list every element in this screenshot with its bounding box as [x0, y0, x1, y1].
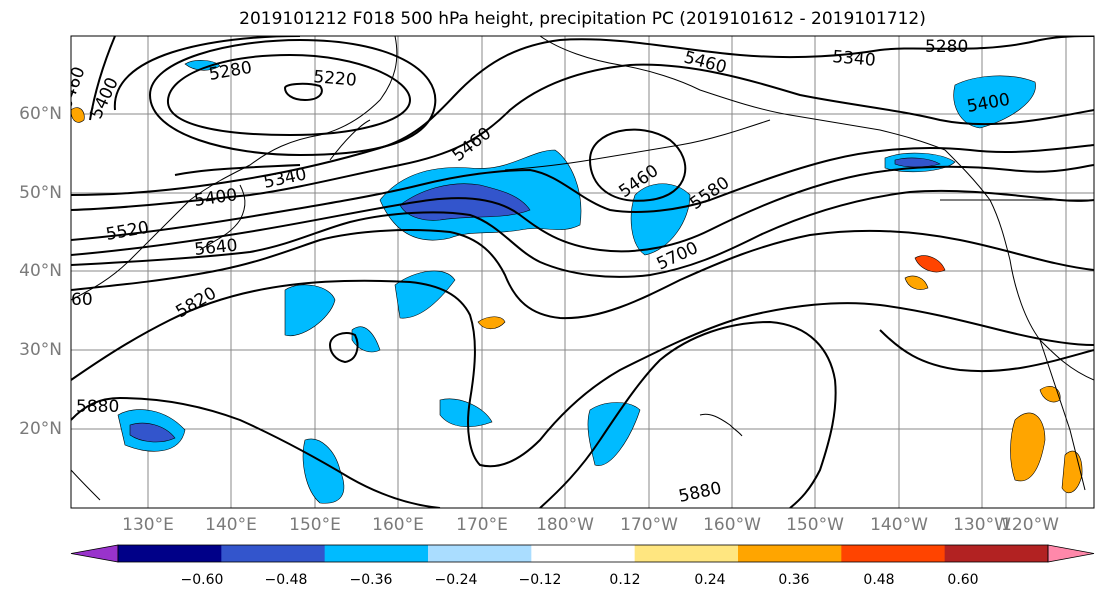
colorbar-tick-label: 0.60	[947, 572, 979, 588]
precip-blob-alaska	[953, 75, 1036, 129]
contour-5400-w	[89, 36, 116, 121]
precip-blob-pos-1	[477, 316, 506, 330]
colorbar-segment	[944, 545, 1049, 562]
contour-5880	[71, 320, 837, 508]
contour-label-group: 5280 5220 5400 5460 5340 5400 5520 5640 …	[71, 37, 1011, 507]
contour-5220-closed	[166, 53, 412, 137]
precip-blob-pos-5	[1061, 450, 1083, 494]
contour-label: 5640	[193, 236, 238, 260]
precip-blob-neg-small	[184, 60, 221, 71]
contour-label: 5340	[832, 47, 877, 71]
colorbar-tick-label: −0.48	[264, 572, 308, 588]
height-contours	[71, 36, 1094, 508]
colorbar-segment	[841, 545, 946, 562]
precip-blob-wpac-core	[129, 422, 176, 443]
precip-anomaly-shading	[71, 60, 1083, 504]
precip-blob-pos-4	[1010, 412, 1046, 482]
lon-label: 170°W	[620, 515, 678, 535]
contour-5340	[71, 36, 1094, 196]
contour-5340-outer	[113, 36, 301, 176]
contour-closed-low-north	[283, 82, 323, 102]
contour-5700	[71, 229, 1094, 320]
colorbar	[70, 544, 1095, 563]
colorbar-segment	[738, 545, 842, 562]
colorbar-tick-label: −0.36	[349, 572, 393, 588]
coast-japan	[199, 184, 246, 251]
precip-blob-tropic2	[439, 398, 493, 428]
lon-label: 180°W	[536, 515, 594, 535]
colorbar-tick-label: 0.24	[694, 572, 726, 588]
lon-label: 120°W	[1001, 515, 1059, 535]
colorbar-tick-label: −0.24	[434, 572, 478, 588]
coast-asia-mainland	[71, 36, 398, 301]
contour-5520	[71, 144, 1094, 241]
contour-label: 5880	[76, 397, 119, 417]
colorbar-segment	[324, 545, 429, 562]
lon-label: 130°W	[953, 515, 1011, 535]
precip-blob-330	[351, 326, 381, 353]
coast-aleutians	[504, 119, 771, 171]
lon-label: 140°E	[205, 515, 257, 535]
lon-label: 150°W	[786, 515, 844, 535]
contour-closed-low-small	[328, 332, 359, 364]
precip-blob-pos-3	[904, 275, 929, 290]
colorbar-segment	[428, 545, 532, 562]
lat-label: 20°N	[19, 419, 62, 439]
lon-label: 170°E	[456, 515, 508, 535]
contour-label: 60	[71, 290, 93, 310]
contour-label: 5280	[925, 37, 968, 57]
colorbar-segment	[118, 545, 222, 562]
precip-blob-pos-2	[914, 255, 946, 273]
colorbar-segment	[634, 545, 739, 562]
contour-5580	[71, 164, 1094, 256]
lon-label: 160°W	[703, 515, 761, 535]
lat-label: 50°N	[19, 183, 62, 203]
colorbar-tick-label: 0.48	[863, 572, 895, 588]
coast-hawaii	[699, 413, 743, 437]
lon-label: 140°W	[870, 515, 928, 535]
colorbar-segment	[221, 545, 326, 562]
colorbar-tick-label: 0.36	[778, 572, 810, 588]
contour-5880-east	[879, 329, 1094, 373]
coast-baja	[1039, 339, 1086, 491]
colorbar-extend-max	[1047, 544, 1095, 563]
lon-label: 130°E	[122, 515, 174, 535]
contour-5280	[148, 38, 437, 157]
colorbar-frame	[117, 544, 1049, 563]
contour-5460-lowclosed	[588, 128, 687, 202]
precip-blob-tropic1	[302, 438, 345, 504]
contour-5820	[71, 279, 1094, 468]
colorbar-segment	[531, 545, 636, 562]
colorbar-tick-label: −0.60	[180, 572, 224, 588]
precip-blob-storm-track-core	[399, 183, 531, 221]
precip-blob-pos-7	[71, 107, 85, 123]
lat-label: 40°N	[19, 261, 62, 281]
lon-label: 150°E	[289, 515, 341, 535]
lat-label: 60°N	[19, 104, 62, 124]
plot-background	[71, 36, 1094, 508]
coast-alaska	[539, 36, 946, 151]
coast-north-america-west	[944, 149, 1094, 381]
colorbar-tick-label: −0.12	[518, 572, 562, 588]
colorbar-tick-label: 0.12	[609, 572, 641, 588]
plot-frame	[70, 35, 1095, 509]
map-title: 2019101212 F018 500 hPa height, precipit…	[239, 9, 926, 29]
lat-label: 30°N	[19, 340, 62, 360]
graticule	[71, 36, 1094, 508]
contour-label: 5220	[313, 67, 358, 91]
precip-blob-gulf	[630, 183, 691, 256]
precip-blob-japan-east	[284, 284, 336, 337]
precip-blob-tropic3	[587, 402, 641, 466]
precip-blob-bc-core	[894, 157, 941, 168]
lon-label: 160°E	[372, 515, 424, 535]
contour-5460-north	[71, 63, 1094, 211]
coast-kamchatka	[329, 119, 371, 161]
contour-5640	[71, 189, 1094, 278]
colorbar-extend-min	[70, 544, 119, 563]
coast-philippines	[71, 469, 101, 501]
